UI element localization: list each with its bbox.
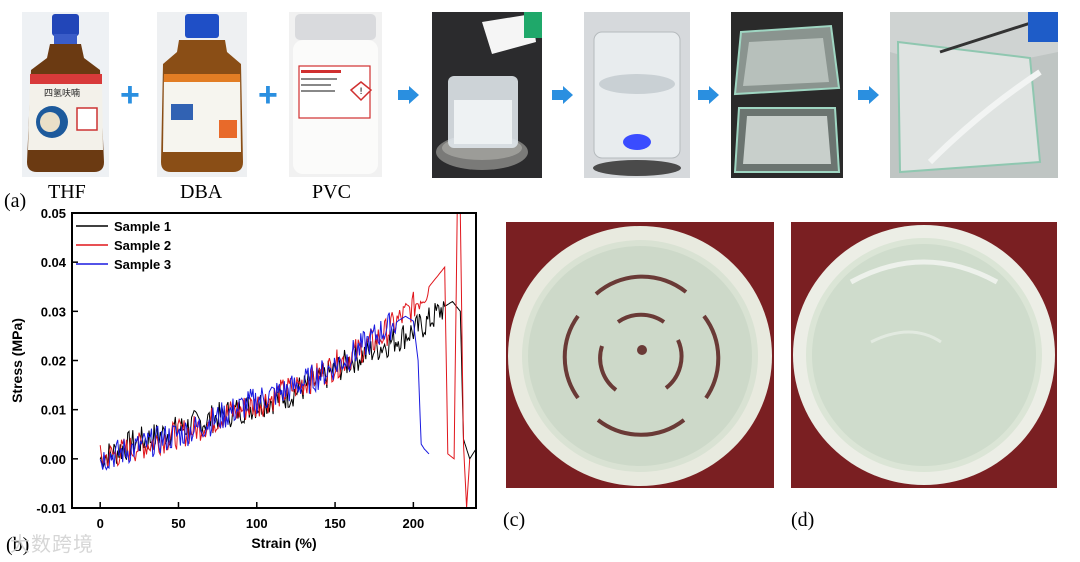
reagent-label-pvc: PVC (312, 181, 351, 203)
legend-label: Sample 2 (114, 238, 171, 253)
y-tick-label: 0.01 (41, 403, 66, 418)
x-tick-label: 0 (97, 516, 104, 531)
solution-photo (584, 12, 690, 178)
y-tick-label: 0.05 (41, 206, 66, 221)
arrow-right-icon (858, 86, 879, 104)
plot-area (99, 212, 477, 509)
legend-label: Sample 1 (114, 219, 171, 234)
arrow-right-icon (398, 86, 419, 104)
x-tick-label: 200 (403, 516, 425, 531)
series-line-3 (99, 312, 430, 471)
svg-text:!: ! (359, 87, 363, 97)
panel-c-caption: (c) (503, 509, 526, 531)
panel-a-caption: (a) (4, 190, 27, 212)
casting-trays-photo (731, 12, 843, 178)
series-line-1 (99, 300, 477, 470)
y-tick-label: 0.04 (41, 255, 67, 270)
y-tick-label: -0.01 (36, 501, 66, 516)
pvc-jar-photo: ! (289, 12, 382, 177)
plus-icon: + (258, 76, 278, 114)
thf-bottle-photo: 四氢呋喃 (22, 12, 109, 177)
panel-b-caption: (b) (6, 534, 30, 556)
tick-layer: 0 50 100 150 200 -0.01 0.00 0.01 0.02 0.03 0.04 0.0… (36, 206, 424, 531)
peeling-film-photo (890, 12, 1058, 178)
reagent-label-dba: DBA (180, 181, 223, 203)
y-tick-label: 0.00 (41, 452, 66, 467)
x-axis-label: Strain (%) (251, 535, 316, 551)
legend-label: Sample 3 (114, 257, 171, 272)
y-axis-label: Stress (MPa) (9, 318, 25, 403)
stress-strain-chart: 0 50 100 150 200 -0.01 0.00 0.01 0.02 0.03 0.04 0.0… (9, 206, 477, 551)
chart-legend: Sample 1 Sample 2 Sample 3 (76, 219, 171, 272)
watermark: 大数跨境 (10, 532, 94, 556)
patterned-film-photo (506, 222, 774, 488)
panel-d-caption: (d) (791, 509, 815, 531)
x-tick-label: 100 (246, 516, 268, 531)
dba-bottle-photo (157, 12, 247, 177)
arrow-right-icon (698, 86, 719, 104)
reagent-label-thf: THF (48, 181, 86, 203)
x-tick-label: 150 (324, 516, 346, 531)
thf-bottle-label: 四氢呋喃 (44, 89, 81, 99)
y-tick-label: 0.02 (41, 354, 66, 369)
y-tick-label: 0.03 (41, 304, 66, 319)
plus-icon: + (120, 76, 140, 114)
arrow-right-icon (552, 86, 573, 104)
x-tick-label: 50 (171, 516, 185, 531)
dissolution-photo (432, 12, 542, 178)
plain-film-photo (791, 222, 1057, 488)
